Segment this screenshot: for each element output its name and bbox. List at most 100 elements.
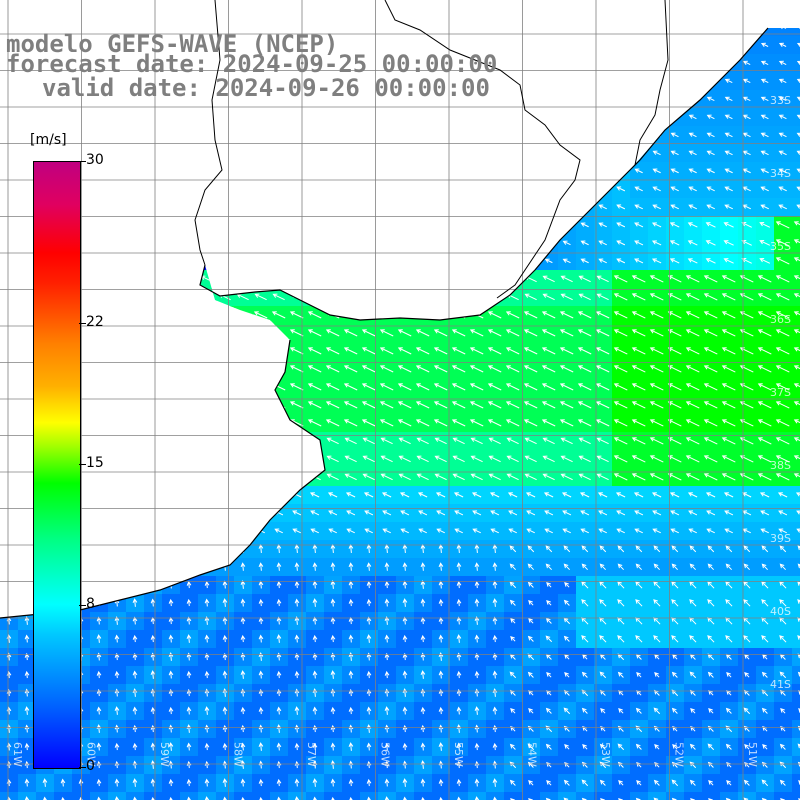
wind-arrow (510, 241, 516, 244)
wind-cell (270, 144, 289, 163)
wind-arrow (183, 384, 195, 390)
wind-arrow (345, 294, 356, 300)
wind-arrow (129, 312, 141, 318)
wind-arrow (169, 152, 173, 155)
wind-arrow (201, 294, 212, 300)
wind-arrow (223, 545, 227, 553)
wind-cell (414, 198, 433, 217)
wind-arrow (169, 242, 173, 245)
wind-cell (288, 180, 307, 199)
wind-cell (198, 324, 217, 343)
wind-cell (180, 558, 199, 577)
wind-arrow (43, 152, 47, 155)
wind-arrow (403, 134, 408, 137)
wind-arrow (599, 151, 606, 155)
wind-arrow (331, 8, 335, 11)
wind-cell (126, 198, 145, 217)
wind-arrow (169, 134, 173, 137)
wind-arrow (636, 43, 642, 46)
wind-arrow (617, 97, 625, 101)
wind-cell (198, 522, 217, 541)
wind-cell (0, 270, 19, 289)
wind-arrow (690, 43, 696, 46)
wind-cell (486, 216, 505, 235)
wind-cell (126, 126, 145, 145)
wind-cell (792, 288, 800, 307)
wind-arrow (201, 330, 213, 336)
wind-arrow (474, 241, 480, 244)
wind-arrow (241, 134, 245, 137)
wind-cell (594, 126, 613, 145)
wind-cell (540, 180, 559, 199)
wind-arrow (313, 242, 317, 245)
wind-cell (468, 252, 487, 271)
wind-cell (396, 108, 415, 127)
wind-cell (108, 306, 127, 325)
wind-cell (0, 468, 19, 487)
wind-cell (54, 108, 73, 127)
wind-cell (288, 108, 307, 127)
wind-cell (198, 162, 217, 181)
wind-arrow (438, 188, 443, 191)
wind-cell (720, 0, 739, 19)
wind-arrow (219, 420, 231, 426)
wind-cell (342, 306, 361, 325)
wind-cell (558, 144, 577, 163)
wind-cell (630, 72, 649, 91)
wind-arrow (21, 366, 33, 372)
wind-cell (126, 504, 145, 523)
wind-cell (360, 270, 379, 289)
wind-arrow (546, 7, 553, 10)
wind-arrow (111, 420, 123, 426)
wind-cell (684, 72, 703, 91)
wind-arrow (420, 134, 425, 137)
wind-cell (666, 72, 685, 91)
wind-arrow (203, 493, 211, 497)
wind-cell (792, 702, 800, 721)
wind-cell (324, 270, 343, 289)
wind-cell (252, 252, 271, 271)
wind-arrow (277, 152, 281, 155)
wind-arrow (474, 259, 480, 262)
wind-cell (792, 450, 800, 469)
wind-cell (630, 36, 649, 55)
longitude-label: 61W (11, 742, 24, 767)
wind-arrow (97, 206, 101, 209)
wind-arrow (241, 260, 245, 263)
wind-cell (486, 144, 505, 163)
wind-arrow (237, 456, 248, 462)
wind-arrow (241, 116, 245, 119)
wind-arrow (221, 511, 229, 515)
wind-cell (144, 216, 163, 235)
wind-cell (324, 0, 343, 19)
wind-cell (378, 216, 397, 235)
wind-arrow (241, 152, 245, 155)
wind-arrow (349, 170, 353, 173)
wind-arrow (403, 152, 408, 155)
wind-cell (0, 0, 19, 19)
wind-arrow (219, 402, 231, 408)
wind-cell (0, 522, 19, 541)
wind-cell (18, 90, 37, 109)
colorbar-tick-label: 0 (86, 758, 95, 774)
wind-arrow (129, 294, 140, 300)
wind-cell (324, 144, 343, 163)
wind-cell (252, 108, 271, 127)
longitude-label: 52W (673, 742, 686, 767)
latitude-label: 37S (770, 386, 791, 399)
wind-arrow (97, 116, 101, 119)
wind-cell (144, 180, 163, 199)
wind-arrow (599, 43, 606, 47)
wind-cell (0, 126, 19, 145)
wind-arrow (546, 25, 553, 28)
wind-cell (144, 234, 163, 253)
wind-arrow (762, 7, 768, 10)
wind-arrow (708, 43, 714, 46)
wind-arrow (295, 260, 299, 263)
wind-cell (648, 0, 667, 19)
wind-arrow (528, 25, 535, 28)
wind-cell (108, 540, 127, 559)
wind-arrow (403, 170, 408, 173)
wind-arrow (25, 600, 29, 607)
wind-arrow (654, 7, 660, 10)
